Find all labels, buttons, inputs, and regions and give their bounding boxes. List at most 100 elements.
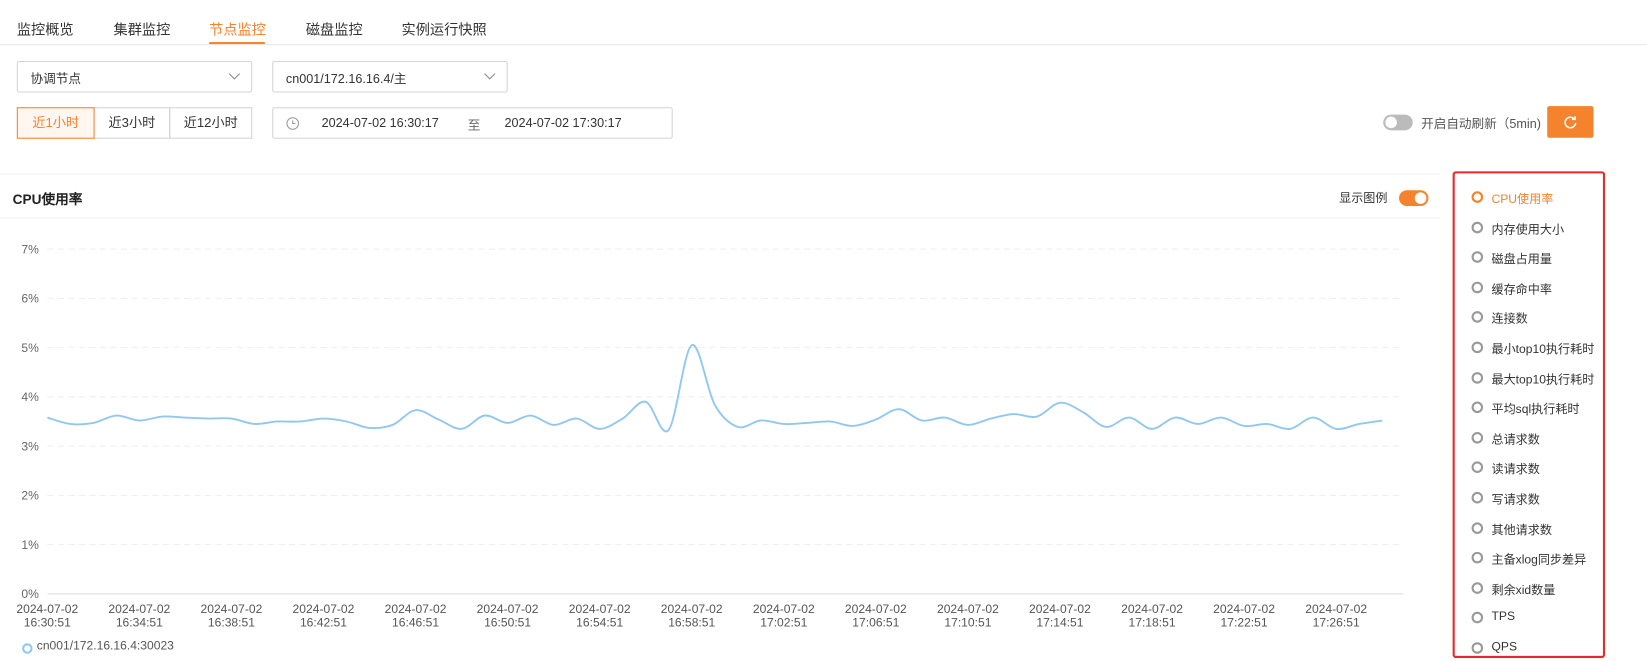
legend-toggle-label: 显示图例 — [1339, 192, 1388, 205]
tab-active[interactable]: 节点监控 — [209, 22, 266, 38]
metric-label: 主备xlog同步差异 — [1491, 554, 1587, 567]
metric-item[interactable]: 缓存命中率 — [1471, 280, 1552, 297]
metric-label: 平均sql执行耗时 — [1491, 403, 1580, 417]
legend-toggle[interactable] — [1399, 190, 1429, 207]
select-value: 协调节点 — [30, 71, 81, 87]
metric-item[interactable]: TPS — [1471, 611, 1516, 624]
x-tick-label: 2024-07-02 16:46:51 — [384, 603, 447, 630]
metric-item[interactable]: 剩余xid数量 — [1471, 581, 1556, 598]
x-tick-label: 2024-07-02 17:18:51 — [1121, 603, 1183, 630]
metric-label: 写请求数 — [1491, 494, 1540, 507]
legend-label[interactable]: cn001/172.16.16.4:30023 — [36, 640, 174, 653]
metric-label: 最小top10执行耗时 — [1491, 343, 1595, 357]
metric-item[interactable]: 磁盘占用量 — [1471, 250, 1552, 267]
toggle-knob — [1385, 116, 1397, 129]
metric-radio — [1471, 552, 1484, 564]
auto-refresh-label: 开启自动刷新（5min) — [1421, 116, 1541, 132]
metric-item[interactable]: QPS — [1471, 641, 1518, 654]
auto-refresh-toggle[interactable] — [1383, 114, 1413, 131]
y-tick-label: 7% — [21, 242, 39, 256]
metric-item[interactable]: 平均sql执行耗时 — [1471, 401, 1580, 418]
metric-item[interactable]: 连接数 — [1471, 310, 1528, 327]
panel-divider — [0, 217, 1441, 219]
metric-item[interactable]: 主备xlog同步差异 — [1471, 551, 1587, 568]
x-tick-label: 2024-07-02 17:26:51 — [1305, 603, 1368, 630]
x-tick-label: 2024-07-02 16:50:51 — [476, 603, 539, 630]
refresh-button[interactable] — [1547, 106, 1594, 138]
metric-label: QPS — [1491, 641, 1518, 654]
metric-item[interactable]: 最大top10执行耗时 — [1471, 371, 1595, 388]
metric-radio — [1471, 461, 1484, 474]
metric-radio — [1471, 491, 1484, 504]
chart-title: CPU使用率 — [12, 191, 83, 208]
metric-label: 缓存命中率 — [1491, 283, 1552, 297]
x-tick-label: 2024-07-02 17:14:51 — [1029, 603, 1091, 630]
x-tick-label: 2024-07-02 16:34:51 — [108, 603, 171, 630]
metric-item[interactable]: 总请求数 — [1471, 431, 1540, 448]
metric-item[interactable]: 写请求数 — [1471, 491, 1540, 508]
clock-icon — [286, 117, 300, 130]
metric-label: 其他请求数 — [1491, 524, 1552, 537]
date-range[interactable]: 2024-07-02 16:30:17 至 2024-07-02 17:30:1… — [272, 107, 673, 139]
metric-label: TPS — [1491, 611, 1516, 624]
y-tick-label: 4% — [21, 390, 39, 404]
x-tick-label: 2024-07-02 16:30:51 — [16, 603, 79, 630]
metric-radio — [1471, 582, 1484, 594]
metric-label: 磁盘占用量 — [1491, 253, 1552, 267]
tab[interactable]: 监控概览 — [16, 22, 74, 38]
metric-radio — [1471, 191, 1484, 203]
panel-border — [0, 173, 1441, 175]
date-end: 2024-07-02 17:30:17 — [504, 115, 622, 131]
select-value: cn001/172.16.16.4/主 — [285, 71, 407, 87]
divider — [0, 44, 1647, 46]
y-tick-label: 5% — [21, 341, 39, 355]
metric-radio — [1471, 642, 1484, 654]
tab[interactable]: 集群监控 — [113, 22, 171, 38]
metric-radio — [1471, 251, 1484, 263]
x-tick-label: 2024-07-02 16:42:51 — [292, 603, 355, 630]
metric-item[interactable]: 最小top10执行耗时 — [1471, 341, 1595, 358]
x-tick-label: 2024-07-02 16:58:51 — [660, 603, 723, 630]
metric-radio — [1471, 612, 1484, 624]
x-tick-label: 2024-07-02 17:10:51 — [936, 603, 999, 630]
chevron — [228, 73, 241, 80]
toggle-knob — [1414, 192, 1427, 204]
metric-label: CPU使用率 — [1491, 193, 1554, 207]
metric-label: 最大top10执行耗时 — [1491, 373, 1595, 387]
tab-underline — [209, 42, 265, 45]
metric-label: 读请求数 — [1491, 463, 1540, 477]
chart: 0% 1% 2% 3% 4% 5% 6% 7% — [21, 242, 1404, 601]
chevron — [484, 73, 496, 80]
y-tick-label: 1% — [21, 538, 39, 552]
metric-item[interactable]: CPU使用率 — [1471, 190, 1554, 207]
y-tick-label: 2% — [21, 489, 39, 503]
metric-label: 总请求数 — [1491, 433, 1540, 447]
y-tick-label: 6% — [21, 292, 39, 306]
highlight-box — [1452, 171, 1606, 658]
x-tick-label: 2024-07-02 17:22:51 — [1213, 603, 1276, 630]
metric-radio — [1471, 281, 1484, 294]
metric-label: 连接数 — [1491, 313, 1528, 327]
tab[interactable]: 实例运行快照 — [401, 22, 487, 38]
metric-radio — [1471, 221, 1484, 233]
metric-item[interactable]: 内存使用大小 — [1471, 220, 1564, 237]
select[interactable]: 协调节点 — [16, 60, 253, 93]
metric-radio — [1471, 341, 1484, 354]
metric-label: 剩余xid数量 — [1491, 584, 1556, 597]
legend-marker — [22, 643, 33, 654]
y-tick-label: 3% — [21, 439, 39, 453]
metric-radio — [1471, 431, 1484, 444]
series-line — [47, 344, 1383, 433]
metric-item[interactable]: 其他请求数 — [1471, 521, 1552, 538]
tab[interactable]: 磁盘监控 — [305, 22, 363, 38]
time-button[interactable]: 近12小时 — [169, 107, 253, 139]
select[interactable]: cn001/172.16.16.4/主 — [272, 60, 508, 93]
metric-item[interactable]: 读请求数 — [1471, 461, 1540, 478]
metric-radio — [1471, 401, 1484, 414]
metric-radio — [1471, 311, 1484, 324]
time-button-active[interactable]: 近1小时 — [16, 107, 95, 139]
y-tick-label: 0% — [21, 587, 39, 601]
x-tick-label: 2024-07-02 16:38:51 — [200, 603, 263, 630]
